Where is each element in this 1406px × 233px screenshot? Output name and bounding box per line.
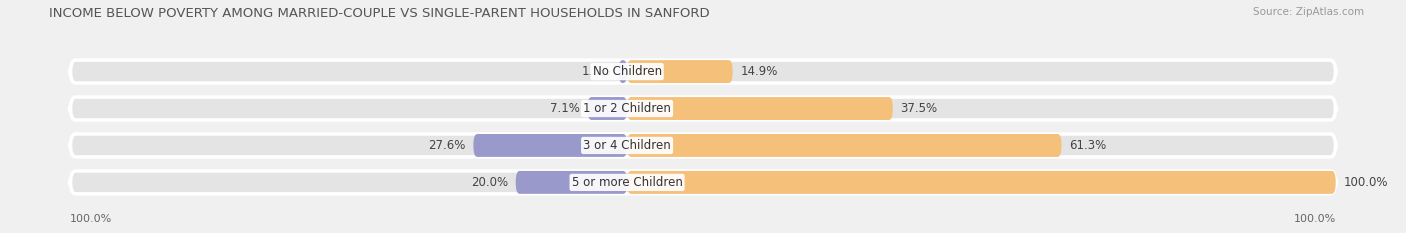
Text: No Children: No Children <box>592 65 662 78</box>
Text: 61.3%: 61.3% <box>1069 139 1107 152</box>
Text: INCOME BELOW POVERTY AMONG MARRIED-COUPLE VS SINGLE-PARENT HOUSEHOLDS IN SANFORD: INCOME BELOW POVERTY AMONG MARRIED-COUPL… <box>49 7 710 20</box>
Text: 20.0%: 20.0% <box>471 176 508 189</box>
Text: 3 or 4 Children: 3 or 4 Children <box>583 139 671 152</box>
FancyBboxPatch shape <box>588 97 627 120</box>
Text: 14.9%: 14.9% <box>740 65 778 78</box>
Text: Source: ZipAtlas.com: Source: ZipAtlas.com <box>1253 7 1364 17</box>
FancyBboxPatch shape <box>70 134 1336 157</box>
FancyBboxPatch shape <box>627 171 1336 194</box>
FancyBboxPatch shape <box>627 60 733 83</box>
FancyBboxPatch shape <box>70 60 1336 83</box>
FancyBboxPatch shape <box>70 171 1336 194</box>
Text: 37.5%: 37.5% <box>900 102 938 115</box>
FancyBboxPatch shape <box>70 97 1336 120</box>
Text: 27.6%: 27.6% <box>429 139 465 152</box>
FancyBboxPatch shape <box>619 60 627 83</box>
Text: 5 or more Children: 5 or more Children <box>572 176 682 189</box>
FancyBboxPatch shape <box>474 134 627 157</box>
Text: 1.5%: 1.5% <box>582 65 612 78</box>
FancyBboxPatch shape <box>516 171 627 194</box>
FancyBboxPatch shape <box>627 97 893 120</box>
Text: 100.0%: 100.0% <box>1294 214 1336 224</box>
Text: 100.0%: 100.0% <box>1343 176 1388 189</box>
FancyBboxPatch shape <box>627 134 1062 157</box>
Text: 7.1%: 7.1% <box>550 102 579 115</box>
Text: 1 or 2 Children: 1 or 2 Children <box>583 102 671 115</box>
Text: 100.0%: 100.0% <box>70 214 112 224</box>
